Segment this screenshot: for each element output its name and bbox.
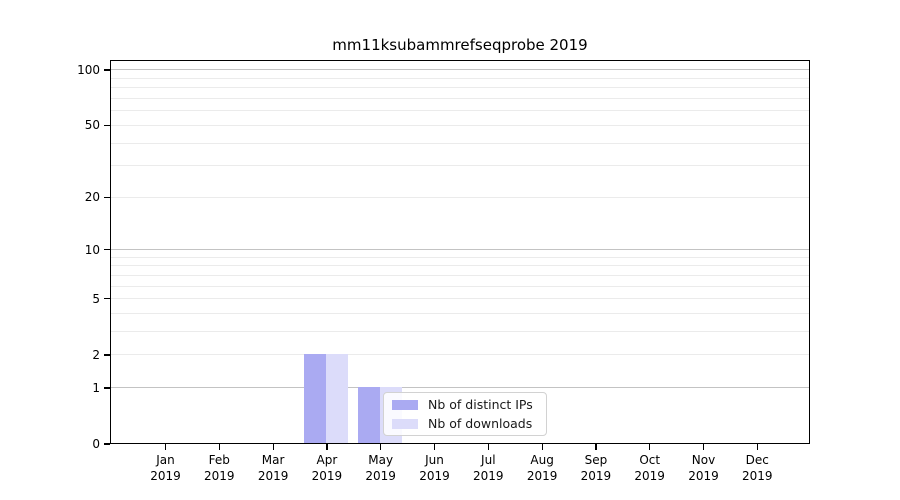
x-tick-mark xyxy=(541,444,543,450)
x-tick-year: 2019 xyxy=(419,469,450,483)
legend-swatch-downloads xyxy=(392,418,418,429)
bar-apr-downloads xyxy=(326,354,349,444)
x-tick-mark xyxy=(595,444,597,450)
y-tick-label: 1 xyxy=(92,380,100,395)
minor-gridline xyxy=(111,331,809,333)
minor-gridline xyxy=(111,298,809,300)
y-tick-mark xyxy=(104,249,110,251)
minor-gridline xyxy=(111,274,809,276)
x-tick-month: Jan xyxy=(156,453,175,467)
x-tick-mark xyxy=(218,444,220,450)
minor-gridline xyxy=(111,110,809,112)
minor-gridline xyxy=(111,354,809,356)
x-tick-label: Oct 2019 xyxy=(620,452,680,484)
x-tick-label: Feb 2019 xyxy=(189,452,249,484)
x-tick-month: Mar xyxy=(261,453,285,467)
x-tick-label: Aug 2019 xyxy=(512,452,572,484)
minor-gridline xyxy=(111,77,809,79)
legend-label-distinct-ips: Nb of distinct IPs xyxy=(428,397,533,412)
x-tick-month: Nov xyxy=(691,453,716,467)
y-tick-label: 0 xyxy=(92,437,100,451)
x-tick-mark xyxy=(702,444,705,450)
x-tick-label: Jul 2019 xyxy=(458,452,518,484)
minor-gridline xyxy=(111,98,809,100)
x-tick-label: Sep 2019 xyxy=(566,452,626,484)
minor-gridline xyxy=(111,142,809,144)
x-tick-mark xyxy=(272,444,274,450)
x-tick-month: Jul xyxy=(481,453,496,467)
y-tick-label: 50 xyxy=(84,118,100,133)
x-tick-year: 2019 xyxy=(580,469,612,483)
x-tick-mark xyxy=(326,444,328,450)
x-tick-month: Dec xyxy=(745,453,769,467)
y-tick-mark xyxy=(104,298,110,300)
x-tick-mark xyxy=(756,444,758,450)
y-tick-label: 10 xyxy=(84,242,100,257)
legend-entry-distinct-ips: Nb of distinct IPs xyxy=(392,397,538,412)
x-tick-month: May xyxy=(368,453,394,467)
x-tick-label: May 2019 xyxy=(351,452,411,484)
legend-swatch-distinct-ips xyxy=(392,399,418,410)
major-gridline xyxy=(111,249,809,251)
x-tick-mark xyxy=(649,444,651,450)
minor-gridline xyxy=(111,124,809,126)
x-tick-year: 2019 xyxy=(150,469,181,483)
minor-gridline xyxy=(111,256,809,258)
major-gridline xyxy=(111,387,809,389)
x-tick-mark xyxy=(380,444,382,450)
minor-gridline xyxy=(111,313,809,315)
x-tick-year: 2019 xyxy=(634,469,665,483)
x-tick-label: Dec 2019 xyxy=(727,452,787,484)
x-tick-label: Jun 2019 xyxy=(405,452,465,484)
x-tick-year: 2019 xyxy=(742,469,773,483)
x-tick-label: Jan 2019 xyxy=(136,452,196,484)
minor-gridline xyxy=(111,165,809,167)
x-tick-label: Nov 2019 xyxy=(674,452,734,484)
x-tick-year: 2019 xyxy=(257,469,289,483)
x-tick-label: Apr 2019 xyxy=(297,452,357,484)
minor-gridline xyxy=(111,196,809,198)
y-tick-mark xyxy=(104,387,110,389)
y-tick-label: 20 xyxy=(84,190,100,205)
legend-entry-downloads: Nb of downloads xyxy=(392,416,538,431)
x-tick-year: 2019 xyxy=(473,469,504,483)
minor-gridline xyxy=(111,285,809,287)
bar-may-distinct-ips xyxy=(358,387,381,444)
x-tick-month: Oct xyxy=(639,453,661,467)
x-tick-mark xyxy=(433,444,436,450)
x-tick-label: Mar 2019 xyxy=(243,452,303,484)
legend-label-downloads: Nb of downloads xyxy=(428,416,533,431)
bar-apr-distinct-ips xyxy=(304,354,327,444)
x-tick-year: 2019 xyxy=(688,469,719,483)
y-tick-mark xyxy=(104,443,110,445)
chart-title: mm11ksubammrefseqprobe 2019 xyxy=(332,36,588,54)
y-tick-label: 5 xyxy=(92,291,100,306)
major-gridline xyxy=(111,69,809,71)
x-tick-month: Sep xyxy=(584,453,608,467)
plot-area xyxy=(110,60,810,444)
x-tick-mark xyxy=(164,444,167,450)
x-tick-month: Jun xyxy=(425,453,444,467)
y-tick-label: 2 xyxy=(92,347,100,362)
x-tick-month: Aug xyxy=(530,453,554,467)
y-tick-mark xyxy=(104,69,110,71)
y-tick-mark xyxy=(104,124,110,127)
x-tick-month: Apr xyxy=(316,453,338,467)
minor-gridline xyxy=(111,265,809,267)
y-tick-label: 100 xyxy=(77,62,100,77)
x-tick-year: 2019 xyxy=(365,469,396,483)
legend: Nb of distinct IPs Nb of downloads xyxy=(383,392,547,436)
y-tick-mark xyxy=(104,354,110,356)
x-tick-month: Feb xyxy=(208,453,230,467)
minor-gridline xyxy=(111,87,809,89)
x-tick-mark xyxy=(487,444,489,450)
x-tick-year: 2019 xyxy=(311,469,343,483)
x-tick-year: 2019 xyxy=(204,469,235,483)
y-tick-mark xyxy=(104,196,110,198)
x-tick-year: 2019 xyxy=(526,469,558,483)
